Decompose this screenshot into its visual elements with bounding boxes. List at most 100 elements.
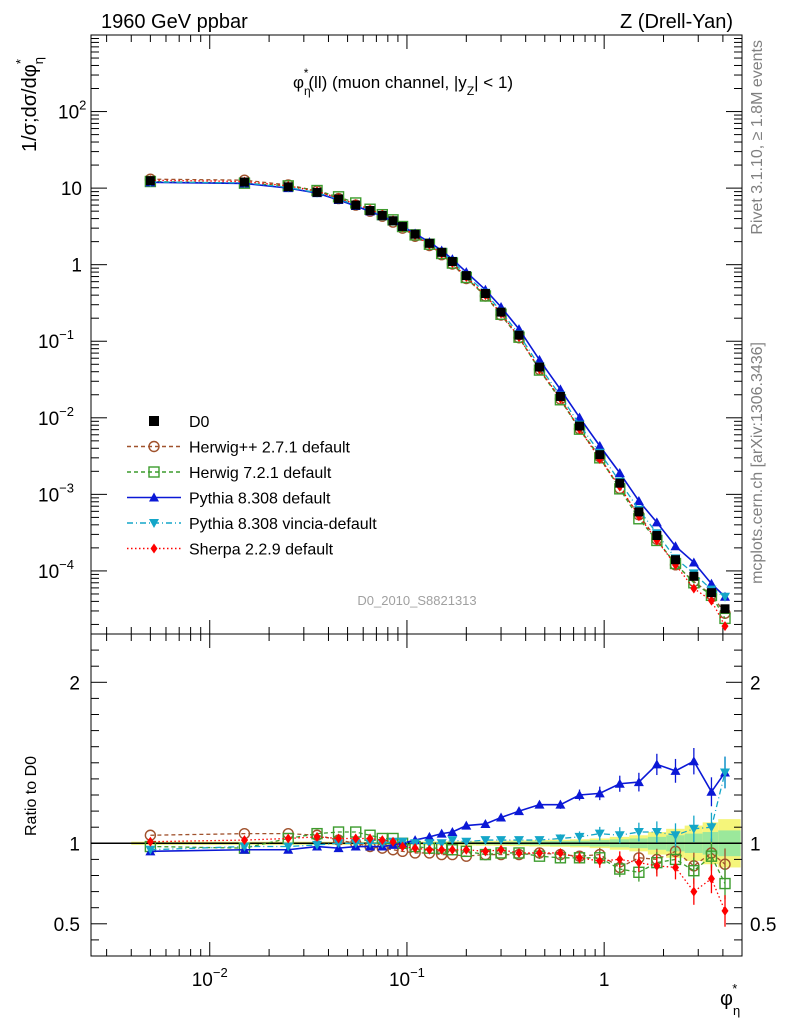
data-point <box>707 595 715 606</box>
title-phi: φ <box>293 73 304 92</box>
ratio-point <box>705 850 718 862</box>
ratio-point <box>594 829 605 839</box>
data-point <box>670 555 680 565</box>
data-point <box>377 210 387 220</box>
legend: D0 Herwig++ 2.7.1 default Herwig 7.2.1 def… <box>127 414 377 559</box>
legend-marker <box>148 440 160 453</box>
ratio-point <box>707 873 715 884</box>
data-point <box>239 177 249 187</box>
legend-marker <box>149 519 159 528</box>
legend-entry: D0 <box>149 414 210 431</box>
data-point <box>351 200 361 210</box>
data-point <box>283 182 293 192</box>
data-point <box>706 578 717 588</box>
x-tick-exponent: −2 <box>213 965 228 980</box>
ratio-point <box>424 839 435 849</box>
y-tick-exponent: −2 <box>59 404 74 419</box>
ratio-point <box>651 759 662 769</box>
data-point <box>534 354 545 364</box>
ratio-point <box>515 847 523 858</box>
legend-label: Herwig 7.2.1 default <box>189 465 332 482</box>
ratio-point <box>312 840 323 850</box>
x-tick-exponent: −1 <box>410 965 425 980</box>
main-y-tick-label: 10−2 <box>38 404 74 430</box>
x-tick-base: 10 <box>389 970 410 991</box>
ratio-point <box>688 864 700 877</box>
ratio-point <box>284 833 292 844</box>
data-point <box>437 247 447 257</box>
data-point <box>614 468 625 478</box>
data-point <box>574 412 585 422</box>
data-point <box>461 271 471 281</box>
legend-marker <box>149 492 159 502</box>
ratio-series-4 <box>146 831 729 927</box>
x-tick-label: 1 <box>599 970 610 991</box>
ratio-point <box>240 835 248 846</box>
title-rest: (ll) (muon channel, |y <box>308 73 467 92</box>
main-y-tick-label: 10−4 <box>38 557 74 583</box>
ratio-point <box>438 844 446 855</box>
ratio-point <box>313 831 321 842</box>
ratio-point <box>424 831 435 841</box>
legend-entry: Pythia 8.308 default <box>127 491 331 508</box>
ratio-series-layer <box>144 747 731 927</box>
data-point <box>447 257 457 267</box>
ratio-point <box>333 839 344 849</box>
y-tick-exponent: −1 <box>59 327 74 342</box>
ratio-point <box>350 839 361 849</box>
ratio-point <box>513 836 524 846</box>
main-y-tick-label: 10−1 <box>38 327 74 353</box>
series-line <box>150 178 726 614</box>
main-y-tick-label: 10−3 <box>38 480 74 506</box>
ratio-point <box>436 828 447 838</box>
y-tick-base: 10 <box>38 409 59 430</box>
ratio-point <box>574 832 585 842</box>
x-axis-label: φη * <box>720 981 740 1018</box>
ratio-series-3 <box>145 756 731 855</box>
y-tick-base: 10 <box>38 485 59 506</box>
ratio-point <box>411 843 419 854</box>
legend-marker <box>150 543 158 554</box>
ratio-point <box>555 799 566 809</box>
y-tick-exponent: −4 <box>59 557 74 572</box>
xlabel-sup: * <box>732 981 737 996</box>
data-point <box>634 507 644 517</box>
data-point <box>633 495 644 505</box>
ratio-point <box>496 836 507 846</box>
x-tick-label: 10−2 <box>192 965 228 991</box>
x-tick-base: 10 <box>192 970 213 991</box>
data-point <box>514 330 524 340</box>
ratio-point <box>366 833 374 844</box>
ratio-y-tick-label-right: 2 <box>750 673 761 694</box>
ratio-point <box>496 812 507 822</box>
ratio-ylabel: Ratio to D0 <box>23 756 40 836</box>
ratio-point <box>461 837 472 847</box>
main-y-tick-label: 10 <box>61 179 82 200</box>
data-point <box>496 307 506 317</box>
title-sup-star: * <box>304 66 309 80</box>
data-point <box>312 187 322 197</box>
ratio-point <box>574 790 585 799</box>
ratio-point <box>283 842 294 852</box>
mcplots-label: mcplots.cern.ch [arXiv:1306.3436] <box>749 342 766 584</box>
ratio-point <box>513 806 524 816</box>
data-point <box>670 541 681 551</box>
data-point <box>651 517 662 527</box>
data-point <box>334 194 344 204</box>
ylabel-main: 1/σ;dσ/dφ <box>19 64 41 152</box>
data-point <box>398 222 408 232</box>
data-point <box>688 557 699 567</box>
ratio-point <box>146 836 154 847</box>
data-point <box>424 238 434 248</box>
ratio-point <box>448 844 456 855</box>
data-point <box>410 229 420 239</box>
ylabel-sup: * <box>13 59 28 64</box>
ratio-point <box>399 841 407 852</box>
ratio-point <box>436 839 447 849</box>
ratio-point <box>462 844 470 855</box>
y-tick-base: 10 <box>58 103 79 124</box>
legend-entry: Sherpa 2.2.9 default <box>127 542 334 559</box>
ratio-point <box>635 857 643 868</box>
main-y-tick-label: 1 <box>71 256 82 277</box>
